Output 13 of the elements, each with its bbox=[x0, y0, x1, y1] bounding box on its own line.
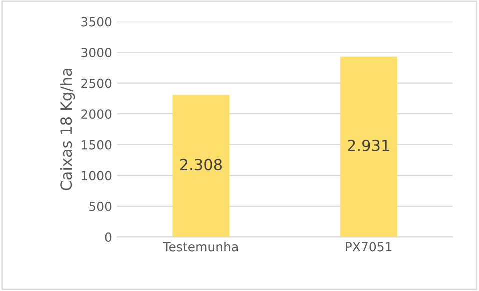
y-tick-label: 2500 bbox=[82, 78, 112, 88]
data-label: 2.308 bbox=[180, 159, 222, 171]
y-tick-label: 3000 bbox=[82, 48, 112, 58]
y-tick-label: 2000 bbox=[82, 110, 112, 120]
data-label: 2.931 bbox=[348, 140, 390, 152]
y-tick-label: 500 bbox=[90, 202, 112, 212]
x-tick-label: Testemunha bbox=[163, 242, 238, 252]
y-tick-label: 0 bbox=[105, 232, 112, 242]
y-tick-label: 1000 bbox=[82, 171, 112, 181]
x-tick-label: PX7051 bbox=[346, 242, 392, 252]
y-tick-label: 3500 bbox=[82, 17, 112, 27]
y-axis-title: Caixas 18 Kg/ha bbox=[60, 69, 76, 190]
y-tick-label: 1500 bbox=[82, 140, 112, 150]
